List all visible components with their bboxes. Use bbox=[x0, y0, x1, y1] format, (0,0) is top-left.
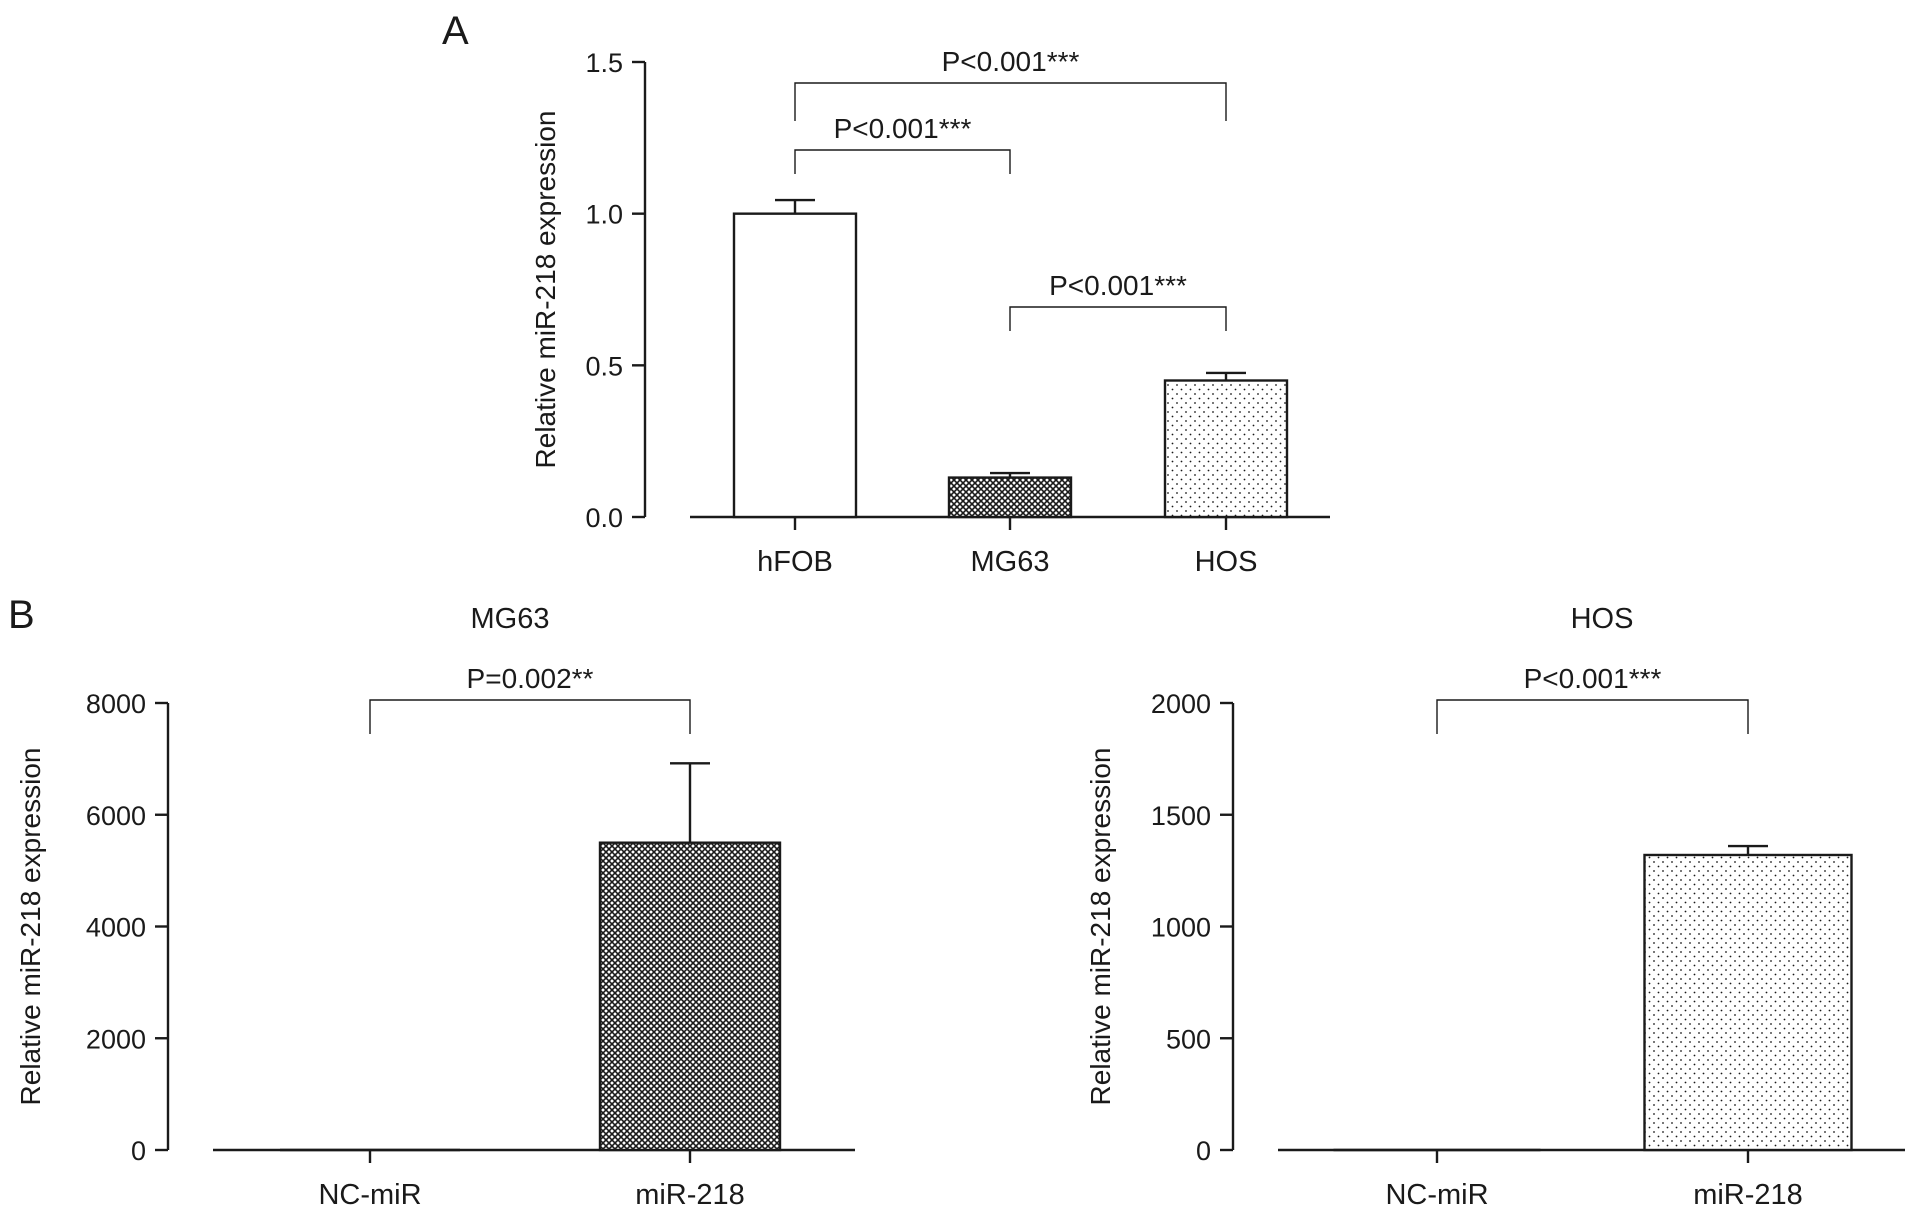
x-tick-label: miR-218 bbox=[635, 1179, 745, 1211]
y-tick-label: 0 bbox=[131, 1136, 146, 1166]
bar-mir-218 bbox=[598, 841, 782, 1152]
significance-bracket bbox=[794, 149, 1011, 174]
y-tick-label: 2000 bbox=[86, 1024, 146, 1054]
y-tick-label: 1.5 bbox=[585, 48, 623, 78]
y-tick-label: 0.5 bbox=[585, 351, 623, 381]
chart-panel-b-mg63: B MG63 0 2000 4000 6000 8000 Relative miR-218 e… bbox=[8, 593, 855, 1211]
x-tick-label: miR-218 bbox=[1693, 1179, 1803, 1211]
y-tick-label: 1500 bbox=[1151, 801, 1211, 831]
x-tick-label: HOS bbox=[1195, 546, 1258, 578]
y-axis-label: Relative miR-218 expression bbox=[15, 748, 46, 1106]
panel-label: B bbox=[8, 593, 35, 637]
significance-label: P=0.002** bbox=[467, 663, 594, 694]
y-tick-label: 1.0 bbox=[585, 200, 623, 230]
bar-hos bbox=[1163, 379, 1289, 519]
y-tick-label: 1000 bbox=[1151, 913, 1211, 943]
significance-label: P<0.001*** bbox=[942, 46, 1080, 77]
y-tick-label: 4000 bbox=[86, 913, 146, 943]
significance-bracket bbox=[1009, 306, 1227, 331]
y-tick-label: 8000 bbox=[86, 689, 146, 719]
chart-panel-a: A 0.0 0.5 1.0 1.5 Relative miR-218 expression… bbox=[442, 9, 1330, 578]
bar-mg63 bbox=[947, 476, 1073, 519]
significance-bracket bbox=[1436, 699, 1749, 734]
panel-label: A bbox=[442, 9, 469, 53]
y-tick-label: 2000 bbox=[1151, 689, 1211, 719]
chart-title: MG63 bbox=[471, 603, 550, 635]
x-tick-label: hFOB bbox=[757, 546, 833, 578]
y-tick-label: 500 bbox=[1166, 1024, 1211, 1054]
significance-bracket bbox=[794, 82, 1227, 121]
significance-label: P<0.001*** bbox=[1524, 663, 1662, 694]
x-tick-label: NC-miR bbox=[318, 1179, 421, 1211]
chart-title: HOS bbox=[1571, 603, 1634, 635]
y-axis-label: Relative miR-218 expression bbox=[530, 111, 561, 469]
significance-label: P<0.001*** bbox=[1049, 270, 1187, 301]
y-tick-label: 0.0 bbox=[585, 503, 623, 533]
x-tick-label: MG63 bbox=[971, 546, 1050, 578]
significance-label: P<0.001*** bbox=[834, 113, 972, 144]
bar-hfob bbox=[732, 212, 858, 519]
y-tick-label: 6000 bbox=[86, 801, 146, 831]
bar-mir-218 bbox=[1643, 853, 1853, 1152]
x-tick-label: NC-miR bbox=[1385, 1179, 1488, 1211]
y-axis-label: Relative miR-218 expression bbox=[1085, 748, 1116, 1106]
y-tick-label: 0 bbox=[1196, 1136, 1211, 1166]
significance-bracket bbox=[369, 699, 691, 734]
chart-panel-b-hos: HOS 0 500 1000 1500 2000 Relative miR-218 expr… bbox=[1085, 603, 1905, 1211]
